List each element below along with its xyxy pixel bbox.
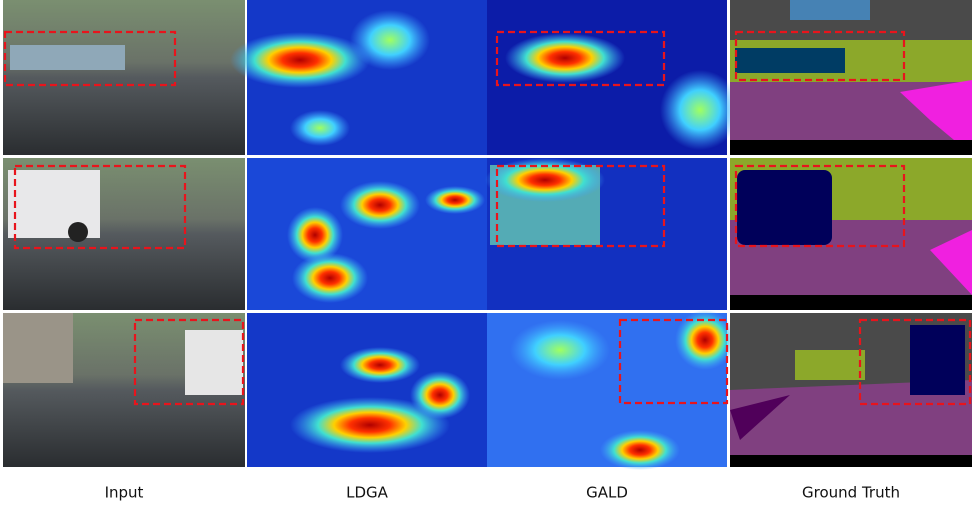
- ground-truth-images: [730, 0, 972, 467]
- column-label: Ground Truth: [802, 484, 900, 502]
- column-label: LDGA: [346, 484, 389, 502]
- figure: Input LDGA GALD Ground Truth: [0, 0, 977, 505]
- page: {"figure": {"column_labels": ["Input", "…: [0, 0, 977, 505]
- gald-heatmaps: [485, 0, 740, 470]
- input-images: [3, 0, 245, 467]
- ldga-heatmaps: [230, 0, 487, 467]
- column-label: GALD: [586, 484, 628, 502]
- column-label: Input: [105, 484, 144, 502]
